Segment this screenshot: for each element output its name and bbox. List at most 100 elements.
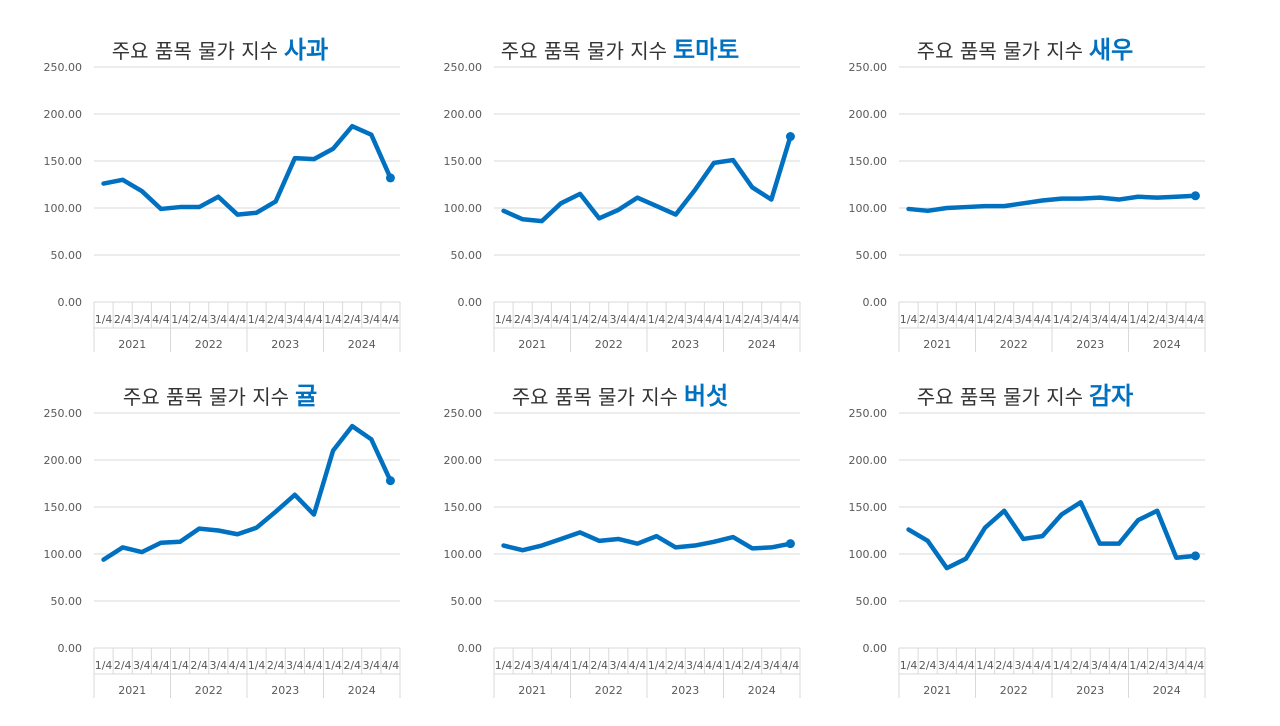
data-point (635, 542, 639, 546)
x-tick-label: 1/4 (95, 313, 113, 326)
x-year-label: 2024 (1153, 684, 1181, 697)
data-point (983, 204, 987, 208)
x-tick-label: 3/4 (133, 313, 151, 326)
y-tick-label: 250.00 (44, 407, 83, 420)
series-line (101, 423, 393, 562)
x-tick-label: 4/4 (1034, 313, 1052, 326)
data-point (312, 513, 316, 517)
x-tick-label: 1/4 (248, 313, 266, 326)
y-tick-label: 250.00 (444, 61, 483, 74)
data-point (907, 207, 911, 211)
data-point (693, 188, 697, 192)
y-tick-label: 0.00 (58, 642, 83, 655)
data-point (521, 548, 525, 552)
data-point (255, 526, 259, 530)
x-tick-label: 4/4 (305, 313, 323, 326)
data-point (1136, 195, 1140, 199)
x-year-label: 2024 (348, 338, 376, 351)
x-year-label: 2024 (348, 684, 376, 697)
y-tick-label: 0.00 (458, 642, 483, 655)
chart-title-item: 감자 (1089, 382, 1134, 410)
x-year-label: 2021 (923, 338, 951, 351)
x-tick-label: 3/4 (362, 659, 380, 672)
x-tick-label: 1/4 (571, 659, 589, 672)
y-tick-label: 100.00 (44, 548, 83, 561)
x-tick-label: 2/4 (1072, 313, 1090, 326)
x-year-label: 2022 (1000, 338, 1028, 351)
x-tick-label: 3/4 (762, 313, 780, 326)
data-point (907, 528, 911, 532)
data-point (945, 566, 949, 570)
data-point (255, 211, 259, 215)
data-point (502, 544, 506, 548)
data-point (674, 545, 678, 549)
data-point (216, 529, 220, 533)
x-year-label: 2021 (923, 684, 951, 697)
chart-title: 주요 품목 물가 지수 귤 (20, 376, 420, 411)
data-point (293, 493, 297, 497)
data-point (1155, 509, 1159, 513)
x-year-label: 2022 (195, 338, 223, 351)
data-point (312, 157, 316, 161)
chart-title: 주요 품목 물가 지수 사과 (20, 30, 420, 65)
chart-title-item: 토마토 (673, 36, 740, 64)
x-tick-label: 4/4 (382, 659, 400, 672)
data-point (616, 537, 620, 541)
x-tick-label: 4/4 (382, 313, 400, 326)
x-tick-label: 3/4 (286, 313, 304, 326)
y-tick-label: 200.00 (849, 108, 888, 121)
x-tick-label: 1/4 (648, 313, 666, 326)
chart-title-prefix: 주요 품목 물가 지수 (111, 39, 279, 63)
data-point (964, 557, 968, 561)
x-year-label: 2022 (1000, 684, 1028, 697)
data-point (331, 147, 335, 151)
data-point (983, 526, 987, 530)
x-tick-label: 4/4 (705, 313, 723, 326)
y-tick-label: 250.00 (849, 407, 888, 420)
data-point (1040, 198, 1044, 202)
data-point (1021, 537, 1025, 541)
x-tick-label: 2/4 (743, 313, 761, 326)
chart-title: 주요 품목 물가 지수 토마토 (420, 30, 820, 65)
x-tick-label: 4/4 (152, 659, 170, 672)
data-point (1060, 197, 1064, 201)
x-tick-label: 2/4 (267, 659, 285, 672)
data-point (750, 546, 754, 550)
y-tick-label: 100.00 (444, 548, 483, 561)
last-data-point (385, 476, 395, 486)
x-tick-label: 3/4 (609, 659, 627, 672)
data-point (1155, 196, 1159, 200)
chart-panel-tomato: 주요 품목 물가 지수 토마토 0.00 50.00 100.00 150.00 200.… (420, 30, 820, 380)
data-point (578, 192, 582, 196)
y-tick-label: 200.00 (444, 454, 483, 467)
data-point (1136, 518, 1140, 522)
last-data-point (385, 173, 395, 183)
x-tick-label: 3/4 (533, 313, 551, 326)
y-tick-label: 150.00 (444, 155, 483, 168)
data-point (102, 558, 106, 562)
data-point (1060, 513, 1064, 517)
x-tick-label: 1/4 (248, 659, 266, 672)
data-point (350, 424, 354, 428)
x-year-label: 2021 (518, 338, 546, 351)
chart-panel-tangerine: 주요 품목 물가 지수 귤 0.00 50.00 100.00 150.00 200.00… (20, 376, 420, 726)
x-tick-label: 2/4 (267, 313, 285, 326)
y-tick-label: 100.00 (849, 202, 888, 215)
x-tick-label: 2/4 (995, 659, 1013, 672)
data-point (712, 540, 716, 544)
chart-title-item: 새우 (1089, 36, 1134, 64)
x-tick-label: 4/4 (629, 659, 647, 672)
data-point (159, 541, 163, 545)
data-point (731, 535, 735, 539)
y-tick-label: 0.00 (863, 642, 888, 655)
x-tick-label: 4/4 (305, 659, 323, 672)
last-data-point (785, 539, 795, 549)
x-tick-label: 1/4 (171, 313, 189, 326)
data-point (197, 527, 201, 531)
x-year-label: 2022 (195, 684, 223, 697)
chart-title: 주요 품목 물가 지수 버섯 (420, 376, 820, 411)
y-tick-label: 150.00 (849, 501, 888, 514)
